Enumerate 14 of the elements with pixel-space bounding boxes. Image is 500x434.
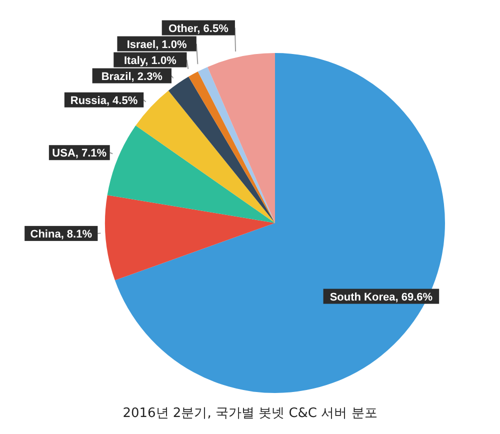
pie-slice — [107, 126, 275, 223]
pie-slice — [168, 76, 275, 223]
slice-label: Israel, 1.0% — [126, 38, 187, 51]
text: 2016년 2분기, 국가별 봇넷 C&C 서버 분포 — [122, 405, 378, 422]
slice-label: USA, 7.1% — [52, 148, 107, 160]
pie-slice — [136, 90, 275, 223]
slice-label: Italy, 1.0% — [124, 54, 177, 67]
slice-label: Brazil, 2.3% — [101, 70, 163, 83]
pie-slice — [105, 195, 275, 280]
slice-label: Russia, 4.5% — [70, 94, 138, 107]
pie-slice — [208, 53, 275, 223]
slice-label: Other, 6.5% — [168, 22, 229, 35]
slice-label: China, 8.1% — [30, 228, 92, 240]
slice-label: South Korea, 69.6% — [330, 291, 433, 304]
